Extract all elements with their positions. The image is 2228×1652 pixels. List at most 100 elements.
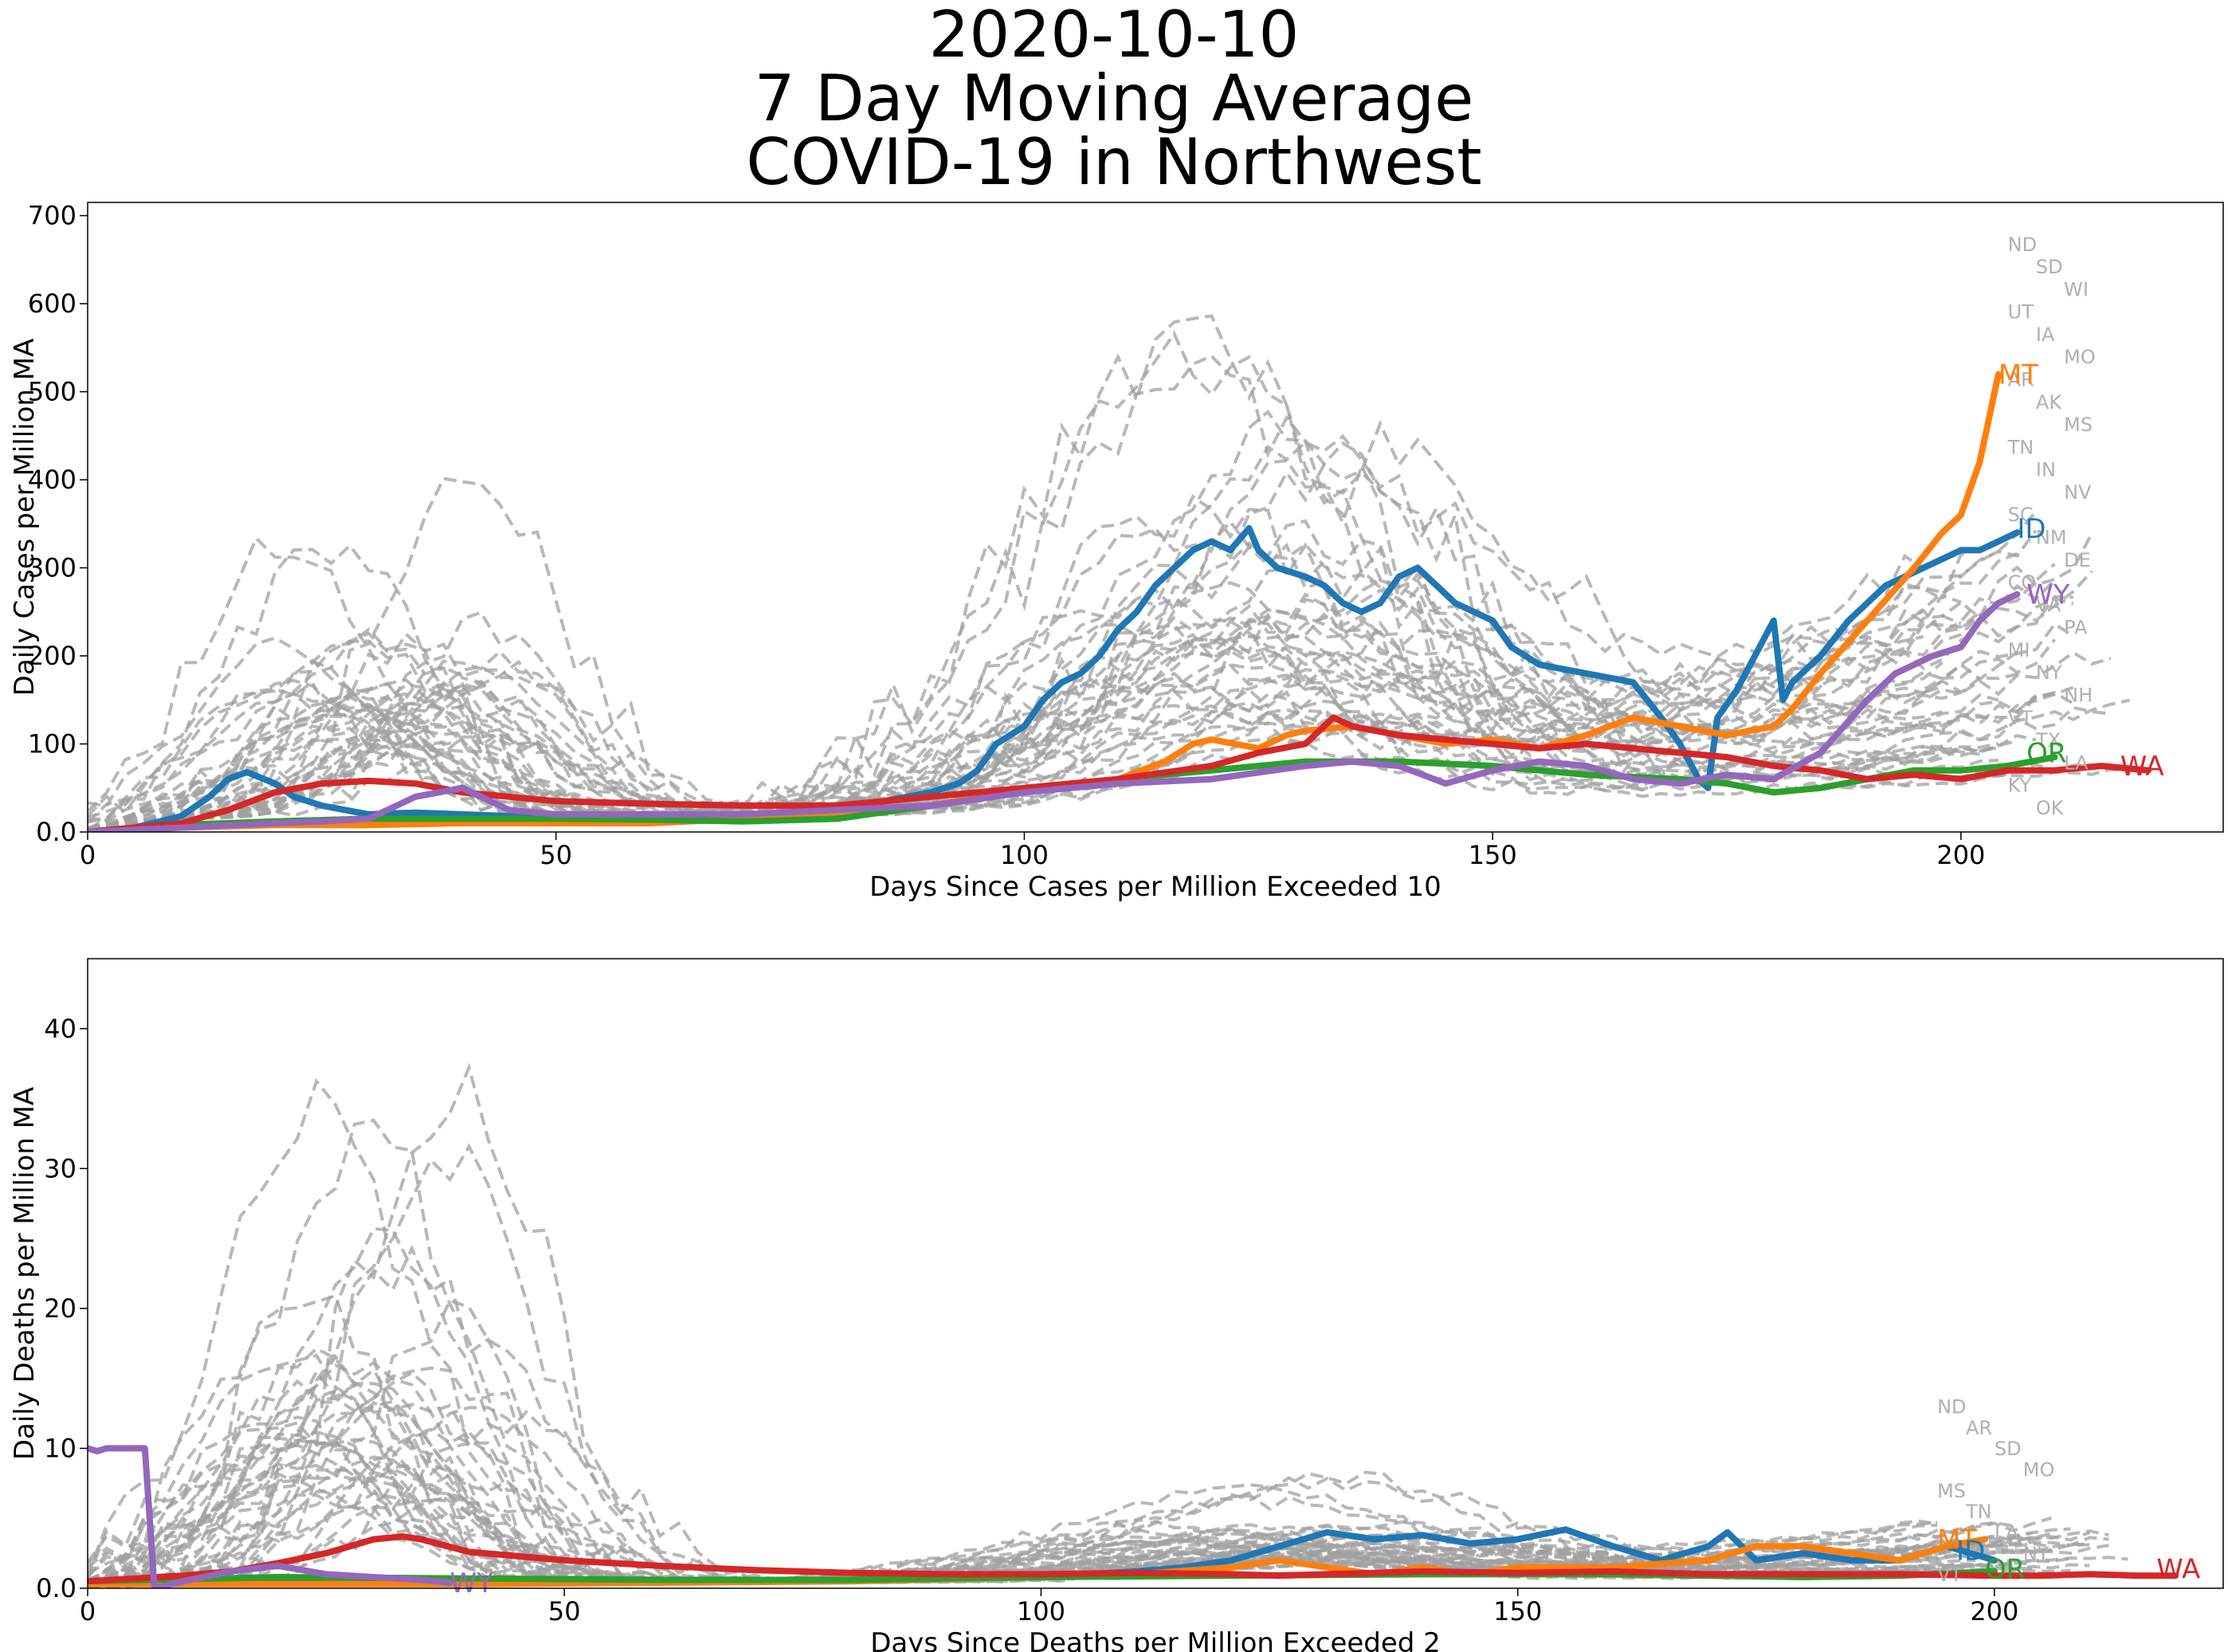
background-state-line — [88, 1430, 1938, 1584]
chart-title-date: 2020-10-10 — [928, 0, 1300, 72]
state-label: SC — [2008, 504, 2034, 526]
background-state-line — [88, 1468, 1975, 1587]
background-state-line — [88, 1401, 2109, 1588]
y-tick-label: 0.0 — [36, 1573, 76, 1603]
state-label: LA — [1995, 1522, 2019, 1544]
series-line-wa — [88, 1533, 2179, 1585]
background-state-line — [88, 1415, 1919, 1584]
series-annotation-id: ID — [1956, 1536, 1985, 1568]
x-tick-label: 0 — [80, 1596, 96, 1626]
state-label: IA — [2036, 324, 2055, 346]
state-label: SD — [1995, 1438, 2022, 1460]
plot-area — [88, 314, 2152, 832]
state-label: SD — [2036, 256, 2063, 278]
series-annotation-wy: WY — [2026, 579, 2070, 611]
x-tick-label: 0 — [80, 840, 96, 870]
y-axis-label: Daily Deaths per Million MA — [9, 1087, 41, 1460]
series-annotation-wa: WA — [2156, 1553, 2200, 1585]
y-tick-label: 40 — [44, 1014, 76, 1044]
background-state-line — [88, 1143, 1938, 1588]
y-tick-label: 0.0 — [36, 817, 76, 847]
state-label: PA — [2064, 617, 2088, 639]
state-label: NV — [2064, 481, 2092, 504]
state-label: KY — [2008, 775, 2032, 797]
state-label: IN — [2036, 459, 2056, 481]
background-state-line — [88, 1293, 1938, 1584]
background-state-line — [88, 622, 2074, 832]
state-label: ND — [2008, 233, 2037, 256]
state-label: VA — [2036, 594, 2061, 616]
background-state-line — [88, 623, 1944, 832]
plot-area — [88, 1062, 2179, 1588]
background-state-line — [88, 409, 2093, 820]
series-annotation-mt: MT — [1999, 359, 2038, 390]
state-label: AK — [2036, 391, 2062, 414]
x-tick-label: 50 — [539, 840, 572, 870]
x-tick-label: 100 — [1017, 1596, 1065, 1626]
background-state-line — [88, 612, 1999, 831]
background-state-line — [88, 634, 1924, 832]
series-annotation-wy: WY — [450, 1568, 494, 1599]
state-label: NH — [2064, 684, 2093, 706]
background-state-line — [88, 1353, 2071, 1585]
background-state-line — [88, 532, 2094, 830]
state-label: VT — [2008, 707, 2033, 729]
x-tick-label: 150 — [1493, 1596, 1542, 1626]
series-annotation-mt: MT — [1937, 1524, 1977, 1556]
state-label: NY — [2036, 661, 2062, 684]
state-label: LA — [2064, 751, 2089, 774]
state-label: TX — [2035, 729, 2061, 751]
x-tick-label: 150 — [1469, 840, 1517, 870]
state-label: AR — [1966, 1417, 1992, 1439]
y-tick-label: 400 — [28, 465, 76, 495]
state-label: AR — [2008, 368, 2034, 390]
state-label: NM — [2036, 526, 2067, 548]
state-label: UT — [2008, 301, 2034, 324]
state-label: OK — [2036, 797, 2065, 819]
y-tick-label: 200 — [28, 641, 76, 671]
state-label: MI — [2008, 639, 2030, 661]
state-label: MS — [1937, 1480, 1966, 1502]
axes-frame — [87, 958, 2224, 1589]
x-tick-label: 200 — [1970, 1596, 2018, 1626]
background-state-line — [88, 542, 1980, 824]
background-state-line — [88, 547, 1981, 819]
y-tick-label: 600 — [28, 288, 76, 319]
y-tick-label: 500 — [28, 377, 76, 407]
x-tick-label: 50 — [548, 1596, 581, 1626]
background-state-line — [88, 1470, 2034, 1588]
axes-frame — [87, 202, 2224, 833]
y-tick-label: 100 — [28, 729, 76, 759]
state-label: MS — [2064, 414, 2093, 436]
series-annotation-id: ID — [2017, 513, 2046, 545]
x-tick-label: 100 — [1000, 840, 1049, 870]
y-tick-label: 700 — [28, 201, 76, 231]
x-axis-label: Days Since Deaths per Million Exceeded 2 — [870, 1627, 1441, 1652]
background-state-line — [88, 1455, 2090, 1588]
background-state-line — [88, 1062, 2053, 1588]
state-label: ND — [1937, 1396, 1966, 1419]
y-axis-label: Daily Cases per Million MA — [9, 339, 41, 697]
state-label: DE — [2064, 549, 2091, 571]
x-tick-label: 200 — [1936, 840, 1985, 870]
background-state-line — [88, 627, 2018, 832]
background-state-line — [88, 551, 2018, 832]
series-line-wy — [88, 591, 2021, 832]
state-label: MO — [2023, 1459, 2055, 1481]
y-tick-label: 30 — [44, 1153, 76, 1183]
background-state-line — [88, 1226, 1995, 1587]
state-label: CO — [2008, 571, 2037, 594]
series-line-wy — [88, 1445, 453, 1588]
y-tick-label: 300 — [28, 553, 76, 583]
background-state-line — [88, 614, 1962, 832]
chart-title-main: COVID-19 in Northwest — [746, 125, 1482, 199]
series-line-wa — [88, 714, 2152, 832]
state-label: TN — [1965, 1501, 1992, 1523]
y-tick-label: 10 — [44, 1433, 76, 1463]
series-annotation-or: OR — [1985, 1553, 2025, 1585]
state-label: VT — [1937, 1564, 1962, 1586]
